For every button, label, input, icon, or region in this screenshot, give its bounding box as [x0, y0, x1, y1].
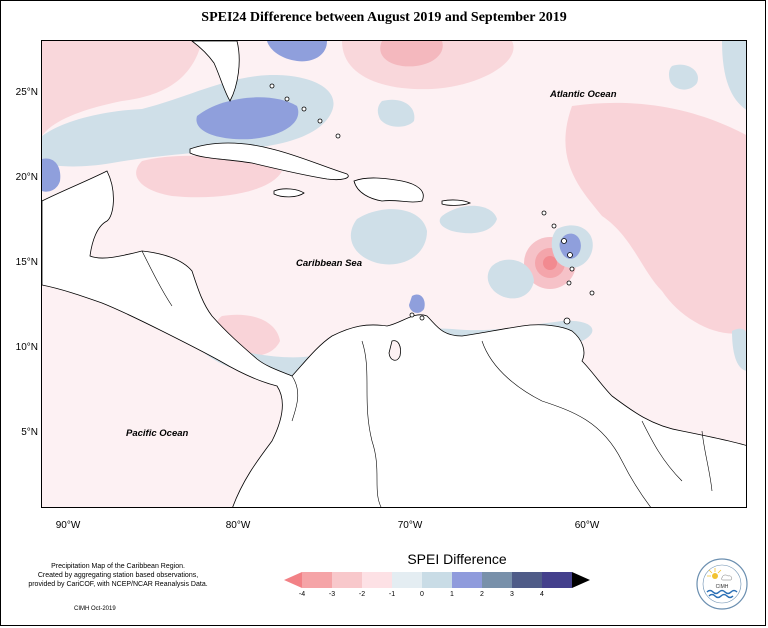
- land-island: [569, 266, 575, 272]
- footer-line: provided by CariCOF, with NCEP/NCAR Rean…: [28, 581, 208, 588]
- land-island: [284, 96, 290, 102]
- land-hispaniola: [353, 177, 424, 203]
- lat-label-5n: 5°N: [21, 427, 38, 438]
- legend-swatch: [542, 572, 572, 588]
- land-island: [561, 238, 567, 244]
- anomaly-patch: [565, 102, 746, 334]
- lat-label-25n: 25°N: [15, 87, 38, 98]
- border-central-america: [141, 250, 173, 307]
- land-island: [301, 106, 307, 112]
- land-island: [335, 133, 341, 139]
- anomaly-patch: [136, 155, 282, 198]
- border-suriname: [701, 430, 713, 492]
- map-panel[interactable]: [41, 40, 747, 508]
- legend-tick: -2: [358, 591, 366, 598]
- lat-label-20n: 20°N: [15, 172, 38, 183]
- footer-line: Created by aggregating station based obs…: [37, 572, 199, 579]
- credit-text: CIMH Oct-2019: [74, 606, 116, 612]
- land-island: [269, 83, 275, 89]
- anomaly-patch: [732, 328, 746, 371]
- legend-tick: 0: [420, 591, 424, 598]
- anomaly-patch: [668, 64, 698, 90]
- land-island: [589, 290, 595, 296]
- land-island: [563, 317, 571, 325]
- anomaly-patch: [196, 97, 299, 140]
- label-caribbean-sea: Caribbean Sea: [296, 258, 362, 269]
- logo-text: CIMH: [716, 584, 729, 590]
- anomaly-patch: [439, 205, 497, 234]
- footer-description: Precipitation Map of the Caribbean Regio…: [18, 562, 218, 589]
- negative-anomalies: [42, 41, 746, 357]
- map-title: SPEI24 Difference between August 2019 an…: [201, 10, 567, 25]
- legend-swatch: [302, 572, 332, 588]
- border-guyana: [641, 420, 683, 482]
- legend-tick: 2: [480, 591, 484, 598]
- map-canvas[interactable]: [42, 41, 747, 508]
- land-cuba: [189, 142, 349, 181]
- legend-swatch: [362, 572, 392, 588]
- anomaly-patch: [42, 158, 61, 192]
- legend-swatch: [482, 572, 512, 588]
- legend-tick: -1: [388, 591, 396, 598]
- anomaly-patch: [543, 256, 557, 270]
- border-panama-colombia: [291, 375, 299, 422]
- anomaly-patch: [267, 41, 327, 62]
- anomaly-patch: [487, 259, 534, 299]
- legend-swatch: [452, 572, 482, 588]
- land-island: [551, 223, 557, 229]
- label-pacific-ocean: Pacific Ocean: [126, 428, 189, 439]
- border-venezuela-guyana: [481, 340, 651, 507]
- anomaly-patch: [409, 294, 425, 313]
- land-jamaica: [273, 188, 305, 198]
- anomaly-patch: [350, 209, 427, 265]
- legend-swatch: [332, 572, 362, 588]
- anomaly-patch: [722, 41, 746, 110]
- lon-label-70w: 70°W: [397, 520, 423, 531]
- legend-arrow-left: [284, 572, 302, 588]
- lat-label-10n: 10°N: [15, 342, 38, 353]
- border-colombia-venezuela: [361, 340, 382, 507]
- legend-tick: 3: [510, 591, 514, 598]
- country-borders: [141, 250, 713, 507]
- lon-label-80w: 80°W: [225, 520, 251, 531]
- land-island: [567, 252, 573, 258]
- legend-tick: 4: [540, 591, 544, 598]
- land-island: [419, 315, 425, 321]
- legend-tick: -3: [328, 591, 336, 598]
- anomaly-patch: [42, 41, 202, 136]
- lon-label-90w: 90°W: [55, 520, 81, 531]
- land-island: [317, 118, 323, 124]
- legend-swatch: [512, 572, 542, 588]
- legend-tick: 1: [450, 591, 454, 598]
- land-island: [541, 210, 547, 216]
- legend-arrow-right: [572, 572, 590, 588]
- land-island: [566, 280, 572, 286]
- legend-swatch: [392, 572, 422, 588]
- land-florida: [191, 41, 240, 102]
- land-island: [409, 312, 415, 318]
- lon-label-60w: 60°W: [574, 520, 600, 531]
- footer-line: Precipitation Map of the Caribbean Regio…: [51, 563, 185, 570]
- legend-title: SPEI Difference: [407, 551, 507, 567]
- cimh-logo-icon: CIMH: [696, 558, 748, 610]
- legend-swatch: [422, 572, 452, 588]
- lat-label-15n: 15°N: [15, 257, 38, 268]
- legend-tick: -4: [298, 591, 306, 598]
- anomaly-patch: [377, 99, 415, 127]
- lake-maracaibo: [388, 340, 401, 361]
- land-puerto-rico: [441, 199, 472, 206]
- anomaly-patch: [380, 41, 443, 67]
- legend-colorbar: [284, 572, 590, 588]
- label-atlantic-ocean: Atlantic Ocean: [550, 89, 617, 100]
